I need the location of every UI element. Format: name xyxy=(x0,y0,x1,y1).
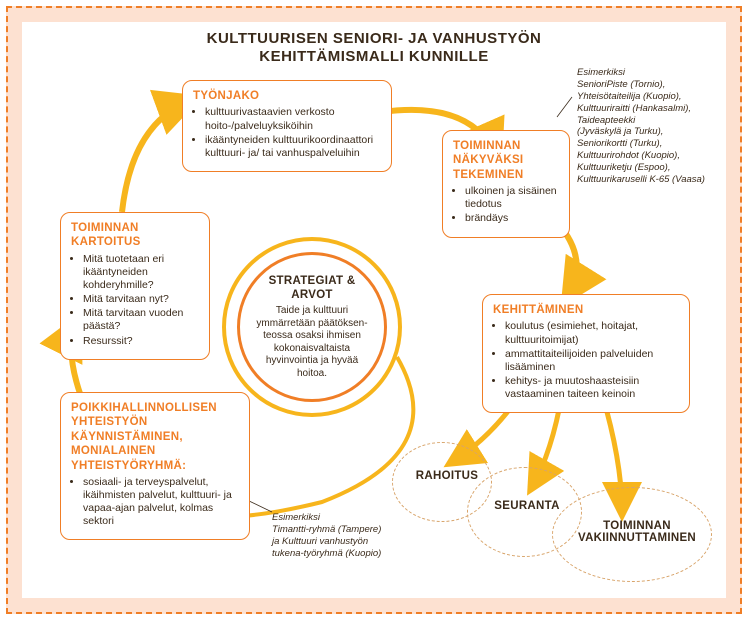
kehittaminen-heading: KEHITTÄMINEN xyxy=(493,303,679,317)
kartoitus-heading: TOIMINNAN KARTOITUS xyxy=(71,221,199,250)
kehittaminen-b2: ammattitaiteilijoiden palveluiden lisääm… xyxy=(505,348,679,374)
page-title: KULTTUURISEN SENIORI- JA VANHUSTYÖN KEHI… xyxy=(22,30,726,66)
center-body: Taide ja kulttuuri ymmärretään päätöksen… xyxy=(254,305,370,380)
box-kartoitus: TOIMINNAN KARTOITUS Mitä tuotetaan eri i… xyxy=(60,212,210,360)
output-rahoitus: RAHOITUS xyxy=(402,470,492,482)
kehittaminen-b1: koulutus (esimiehet, hoitajat, kulttuuri… xyxy=(505,320,679,346)
tyonjako-b2: ikääntyneiden kulttuuri­koordinaattori k… xyxy=(205,134,381,160)
nakyvaksi-b1: ulkoinen ja sisäinen tiedotus xyxy=(465,185,559,211)
diagram-canvas: KULTTUURISEN SENIORI- JA VANHUSTYÖN KEHI… xyxy=(0,0,748,620)
nakyvaksi-heading: TOIMINNAN NÄKYVÄKSI TEKEMINEN xyxy=(453,139,559,182)
output-vakiinnuttaminen: TOIMINNAN VAKIINNUTTAMINEN xyxy=(552,520,722,544)
title-line-2: KEHITTÄMISMALLI KUNNILLE xyxy=(259,48,488,65)
note-top-right: Esimerkiksi SenioriPiste (Tornio), Yhtei… xyxy=(577,67,727,186)
output-vak-l2: VAKIINNUTTAMINEN xyxy=(578,532,696,544)
box-kehittaminen: KEHITTÄMINEN koulutus (esimiehet, hoitaj… xyxy=(482,294,690,413)
box-nakyvaksi: TOIMINNAN NÄKYVÄKSI TEKEMINEN ulkoinen j… xyxy=(442,130,570,238)
output-seuranta: SEURANTA xyxy=(482,500,572,512)
note-bottom: Esimerkiksi Timantti-ryhmä (Tampere) ja … xyxy=(272,512,432,560)
center-strategiat: STRATEGIAT & ARVOT Taide ja kulttuuri ym… xyxy=(237,252,387,402)
center-heading: STRATEGIAT & ARVOT xyxy=(254,274,370,303)
nakyvaksi-b2: brändäys xyxy=(465,212,559,225)
poikki-b1: sosiaali- ja terveyspalvelut, ikäihmiste… xyxy=(83,476,239,529)
diagram-stage: KULTTUURISEN SENIORI- JA VANHUSTYÖN KEHI… xyxy=(22,22,726,598)
title-line-1: KULTTUURISEN SENIORI- JA VANHUSTYÖN xyxy=(207,30,542,47)
poikki-heading: POIKKIHALLINNOLLISEN YHTEISTYÖN KÄYNNIST… xyxy=(71,401,239,473)
box-tyonjako: TYÖNJAKO kulttuurivastaavien verkosto ho… xyxy=(182,80,392,172)
kartoitus-b1: Mitä tuotetaan eri ikääntyneiden kohdery… xyxy=(83,253,199,292)
kehittaminen-b3: kehitys- ja muutoshaasteisiin vastaamine… xyxy=(505,375,679,401)
box-poikkihallinnollinen: POIKKIHALLINNOLLISEN YHTEISTYÖN KÄYNNIST… xyxy=(60,392,250,540)
kartoitus-b3: Mitä tarvitaan vuoden päästä? xyxy=(83,307,199,333)
tyonjako-b1: kulttuurivastaavien verkosto hoito-/palv… xyxy=(205,106,381,132)
output-vak-l1: TOIMINNAN xyxy=(603,520,671,532)
tyonjako-heading: TYÖNJAKO xyxy=(193,89,381,103)
kartoitus-b4: Resurssit? xyxy=(83,335,199,348)
kartoitus-b2: Mitä tarvitaan nyt? xyxy=(83,293,199,306)
